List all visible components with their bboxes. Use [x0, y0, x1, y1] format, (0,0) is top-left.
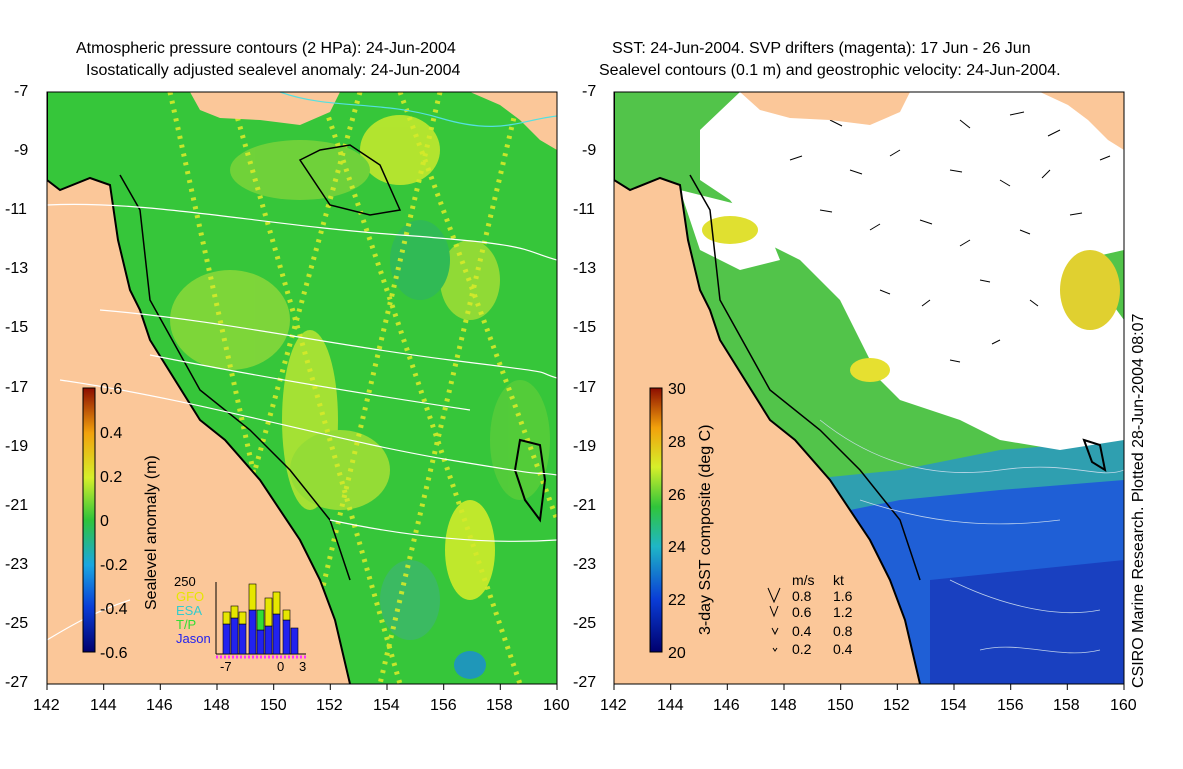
anomaly-colorbar	[82, 387, 96, 653]
y-tick-right: -7	[582, 83, 597, 100]
velocity-scale-kt: 1.6	[833, 588, 853, 604]
left-map	[47, 92, 557, 684]
y-tick-right: -13	[573, 260, 597, 277]
histogram-x-tick: -7	[220, 659, 232, 674]
histogram-ymax: 250	[174, 574, 196, 589]
x-tick-right: 160	[1110, 697, 1137, 714]
x-tick-right: 146	[713, 697, 740, 714]
sst-colorbar	[649, 387, 663, 653]
x-tick-left: 154	[373, 697, 400, 714]
y-tick-left: -13	[5, 260, 29, 277]
y-tick-right: -11	[573, 201, 595, 218]
cloud-mask	[700, 92, 1124, 450]
anomaly-colorbar-tick: 0	[100, 513, 109, 530]
x-tick-left: 142	[33, 697, 60, 714]
sst-colorbar-tick: 22	[668, 592, 686, 609]
x-tick-right: 142	[600, 697, 627, 714]
y-tick-left: -19	[5, 438, 29, 455]
sst-colorbar-label: 3-day SST composite (deg C)	[697, 424, 714, 635]
x-tick-right: 154	[940, 697, 967, 714]
y-tick-left: -11	[5, 201, 27, 218]
velocity-scale-kt: 0.4	[833, 641, 853, 657]
histogram-x-tick: 0	[277, 659, 285, 674]
x-tick-left: 152	[316, 697, 343, 714]
velocity-scale-ms: 0.4	[792, 623, 812, 639]
y-tick-right: -15	[573, 319, 597, 336]
x-tick-left: 146	[146, 697, 173, 714]
velocity-scale-ms: 0.6	[792, 604, 812, 620]
new-guinea-landmass	[190, 92, 340, 125]
x-tick-right: 152	[883, 697, 910, 714]
y-tick-left: -17	[5, 379, 29, 396]
histogram-legend-esa: ESA	[176, 603, 203, 618]
right-map	[614, 92, 1124, 684]
x-tick-right: 156	[997, 697, 1024, 714]
histogram-x-tick: 3	[299, 659, 307, 674]
velocity-scale-kt: 0.8	[833, 623, 853, 639]
left-title-line2: Isostatically adjusted sealevel anomaly:…	[86, 62, 461, 79]
sst-colorbar-tick: 20	[668, 645, 686, 662]
velocity-scale-kt: 1.2	[833, 604, 853, 620]
sst-colorbar-tick: 30	[668, 381, 686, 398]
y-tick-left: -7	[14, 83, 29, 100]
y-tick-left: -21	[5, 497, 29, 514]
left-title-line1: Atmospheric pressure contours (2 HPa): 2…	[76, 40, 456, 57]
histogram-legend-tp: T/P	[176, 617, 197, 632]
x-tick-left: 158	[486, 697, 513, 714]
x-tick-left: 160	[543, 697, 570, 714]
x-tick-left: 156	[430, 697, 457, 714]
anomaly-colorbar-tick: -0.6	[100, 645, 128, 662]
velocity-scale-ms: 0.2	[792, 641, 812, 657]
velocity-scale-header-ms: m/s	[792, 572, 815, 588]
x-tick-left: 148	[203, 697, 230, 714]
anomaly-colorbar-tick: 0.6	[100, 381, 123, 398]
right-title-line2: Sealevel contours (0.1 m) and geostrophi…	[599, 62, 1061, 79]
australia-landmass	[47, 92, 350, 684]
anomaly-colorbar-tick: 0.2	[100, 469, 123, 486]
credit-text: CSIRO Marine Research. Plotted 28-Jun-20…	[1130, 313, 1147, 688]
y-tick-right: -21	[573, 497, 597, 514]
pressure-contours	[47, 203, 557, 641]
altimeter-histogram	[215, 582, 306, 659]
axis-ticks	[46, 684, 1125, 690]
anomaly-colorbar-tick: -0.4	[100, 601, 128, 618]
y-tick-left: -27	[5, 674, 29, 691]
y-tick-right: -17	[573, 379, 597, 396]
velocity-scale-header-kt: kt	[833, 572, 844, 588]
y-tick-left: -23	[5, 556, 29, 573]
x-tick-left: 150	[260, 697, 287, 714]
anomaly-colorbar-tick: 0.4	[100, 425, 123, 442]
x-tick-right: 150	[827, 697, 854, 714]
right-title-line1: SST: 24-Jun-2004. SVP drifters (magenta)…	[612, 40, 1031, 57]
y-tick-right: -27	[573, 674, 597, 691]
australia-landmass-sst	[614, 92, 920, 684]
velocity-scale-arrows	[767, 587, 781, 652]
y-tick-left: -15	[5, 319, 29, 336]
sst-colorbar-tick: 24	[668, 539, 686, 556]
sst-colorbar-tick: 28	[668, 434, 686, 451]
x-tick-left: 144	[90, 697, 117, 714]
anomaly-colorbar-label: Sealevel anomaly (m)	[143, 455, 160, 610]
histogram-legend-gfo: GFO	[176, 589, 205, 604]
histogram-legend-jason: Jason	[176, 631, 211, 646]
sealevel-anomaly-field	[170, 115, 550, 679]
x-tick-right: 148	[770, 697, 797, 714]
sst-colorbar-tick: 26	[668, 487, 686, 504]
sealevel-contours	[819, 419, 1124, 654]
x-tick-right: 144	[657, 697, 684, 714]
velocity-scale-ms: 0.8	[792, 588, 812, 604]
y-tick-right: -25	[573, 615, 597, 632]
y-tick-right: -9	[582, 142, 597, 159]
anomaly-colorbar-tick: -0.2	[100, 557, 128, 574]
y-tick-right: -19	[573, 438, 597, 455]
x-tick-right: 158	[1053, 697, 1080, 714]
y-tick-left: -25	[5, 615, 29, 632]
y-tick-right: -23	[573, 556, 597, 573]
y-tick-left: -9	[14, 142, 29, 159]
